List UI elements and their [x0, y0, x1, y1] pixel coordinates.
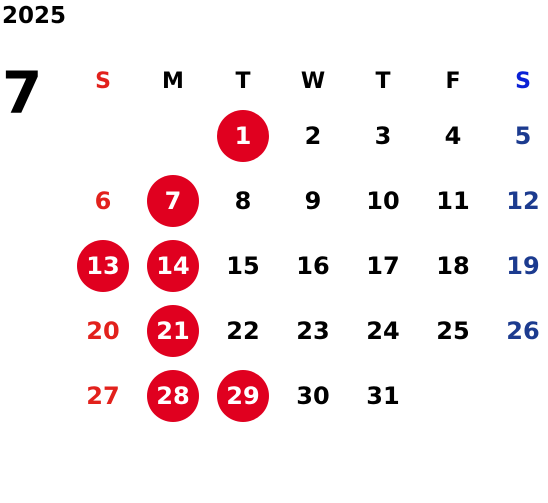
day-cell: 25 — [436, 316, 470, 345]
week-row-4: 20 21 22 23 24 25 26 — [68, 298, 548, 363]
day-cell: 19 — [506, 251, 540, 280]
day-cell: 22 — [226, 316, 260, 345]
marked-day: 28 — [147, 369, 199, 422]
month-number: 7 — [2, 59, 43, 127]
marked-day: 21 — [147, 304, 199, 357]
day-cell: 12 — [506, 186, 540, 215]
day-cell: 18 — [436, 251, 470, 280]
day-cell — [68, 103, 138, 168]
day-cell: 17 — [366, 251, 400, 280]
day-cell: 4 — [444, 121, 462, 150]
day-cell: 11 — [436, 186, 470, 215]
day-cell: 31 — [366, 381, 400, 410]
day-cell: 2 — [304, 121, 322, 150]
day-cell: 9 — [304, 186, 322, 215]
weekday-tuesday: T — [235, 68, 251, 94]
marked-day: 13 — [77, 239, 129, 292]
marked-day: 7 — [147, 174, 199, 227]
weekday-wednesday: W — [300, 68, 326, 94]
day-cell: 20 — [86, 316, 120, 345]
day-cell: 8 — [234, 186, 252, 215]
marked-day: 1 — [217, 109, 269, 162]
marked-day: 29 — [217, 369, 269, 422]
day-cell: 30 — [296, 381, 330, 410]
day-cell: 6 — [94, 186, 112, 215]
weekday-thursday: T — [375, 68, 391, 94]
day-cell: 16 — [296, 251, 330, 280]
week-row-3: 13 14 15 16 17 18 19 — [68, 233, 548, 298]
marked-day: 14 — [147, 239, 199, 292]
day-cell-marked: 14 — [138, 233, 208, 298]
day-cell-marked: 7 — [138, 168, 208, 233]
day-cell: 24 — [366, 316, 400, 345]
weekday-friday: F — [445, 68, 461, 94]
week-row-1: 1 2 3 4 5 — [68, 103, 548, 168]
day-cell: 26 — [506, 316, 540, 345]
day-cell: 27 — [86, 381, 120, 410]
day-cell-marked: 29 — [208, 363, 278, 428]
weekday-sunday: S — [95, 68, 111, 94]
day-cell: 5 — [514, 121, 532, 150]
year-label: 2025 — [2, 3, 67, 29]
day-cell-marked: 1 — [208, 103, 278, 168]
week-row-5: 27 28 29 30 31 — [68, 363, 548, 428]
day-cell-marked: 13 — [68, 233, 138, 298]
day-cell-marked: 28 — [138, 363, 208, 428]
weekday-header-row: S M T W T F S — [68, 59, 548, 103]
day-cell-marked: 21 — [138, 298, 208, 363]
weekday-saturday: S — [515, 68, 531, 94]
day-cell: 23 — [296, 316, 330, 345]
day-cell — [418, 363, 488, 428]
week-row-2: 6 7 8 9 10 11 12 — [68, 168, 548, 233]
weekday-monday: M — [162, 68, 184, 94]
day-cell: 15 — [226, 251, 260, 280]
day-cell — [138, 103, 208, 168]
day-cell: 10 — [366, 186, 400, 215]
calendar-grid: S M T W T F S 1 2 3 4 5 6 7 8 9 10 11 12… — [68, 59, 548, 428]
day-cell — [488, 363, 548, 428]
day-cell: 3 — [374, 121, 392, 150]
